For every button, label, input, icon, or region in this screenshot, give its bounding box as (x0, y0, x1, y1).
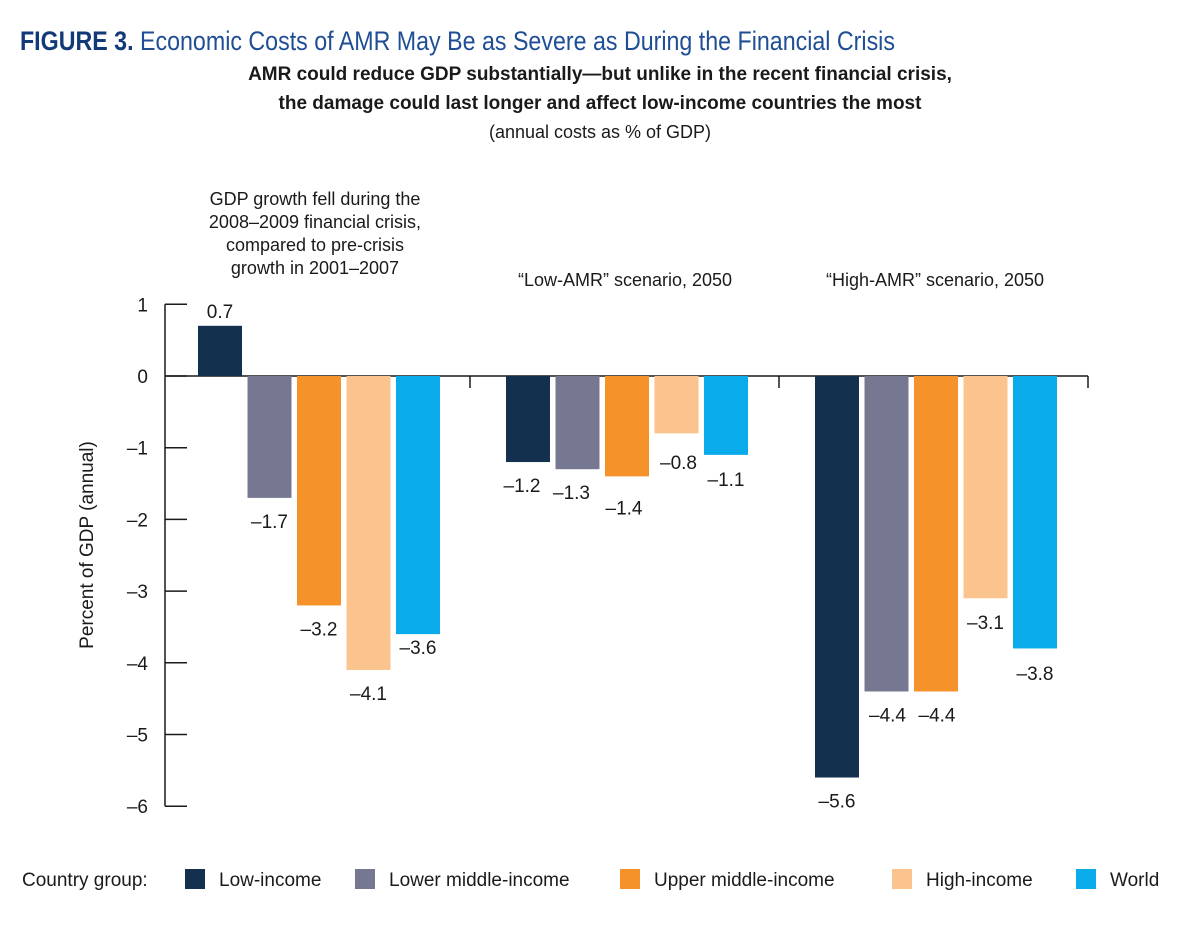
data-label: –1.1 (708, 470, 745, 491)
y-tick-label: –4 (127, 654, 149, 675)
legend-label: High-income (926, 870, 1033, 891)
panel-label-high-amr: “High-AMR” scenario, 2050 (825, 270, 1045, 290)
bar (963, 376, 1008, 599)
data-label: –3.8 (1017, 664, 1054, 685)
legend-item-world: World (1076, 868, 1159, 894)
bar (605, 376, 649, 477)
legend-label: World (1110, 870, 1160, 891)
y-tick-label: 0 (137, 367, 148, 388)
bar (396, 376, 440, 635)
legend-item-lower-middle-income: Lower middle-income (355, 868, 570, 894)
panel-label-crisis-line: growth in 2001–2007 (230, 258, 400, 278)
bar (198, 325, 242, 376)
bar (555, 376, 600, 470)
bar (1013, 376, 1057, 649)
legend-item-low-income: Low-income (185, 868, 321, 894)
subtitle-line-1: AMR could reduce GDP substantially—but u… (248, 64, 952, 85)
figure-title: FIGURE 3. Economic Costs of AMR May Be a… (20, 26, 895, 57)
legend-swatch (355, 869, 375, 889)
data-label: –5.6 (819, 792, 856, 813)
y-tick-label: –5 (127, 726, 148, 747)
legend-swatch (185, 869, 205, 889)
y-tick-label: 1 (137, 295, 148, 316)
y-tick-label: –3 (127, 582, 148, 603)
data-label: –1.2 (504, 476, 541, 497)
bar (506, 376, 550, 463)
bar (247, 376, 292, 498)
legend-label: Lower middle-income (389, 870, 570, 891)
data-label: –1.3 (553, 483, 590, 504)
data-label: –4.4 (919, 705, 956, 726)
figure-label: FIGURE 3. (20, 26, 134, 56)
panel-label-crisis-line: GDP growth fell during the (209, 189, 421, 209)
bar (914, 376, 958, 692)
bar (815, 376, 859, 778)
data-label: –1.7 (251, 512, 288, 533)
bar (864, 376, 909, 692)
bar (346, 376, 391, 670)
panel-label-crisis-line: 2008–2009 financial crisis, (208, 212, 422, 232)
data-label: 0.7 (207, 302, 233, 323)
data-label: –0.8 (660, 453, 697, 474)
data-label: –3.1 (967, 613, 1004, 634)
y-tick-label: –1 (127, 439, 148, 460)
data-label: –3.6 (400, 638, 437, 659)
legend-item-high-income: High-income (892, 868, 1033, 894)
panel-label-low-amr: “Low-AMR” scenario, 2050 (517, 270, 733, 290)
y-tick-label: –2 (127, 510, 148, 531)
data-label: –4.4 (869, 705, 906, 726)
units-note: (annual costs as % of GDP) (488, 122, 712, 142)
bar (654, 376, 699, 434)
legend-title: Country group: (22, 870, 148, 891)
subtitle-line-2: the damage could last longer and affect … (278, 93, 922, 114)
legend-swatch (892, 869, 912, 889)
panel-label-crisis: GDP growth fell during the 2008–2009 fin… (170, 188, 460, 280)
data-label: –3.2 (301, 619, 338, 640)
y-tick-label: –6 (127, 797, 148, 818)
panel-label-crisis-line: compared to pre-crisis (225, 235, 405, 255)
legend-label: Low-income (219, 870, 322, 891)
figure-title-text: Economic Costs of AMR May Be as Severe a… (140, 26, 895, 56)
legend-swatch (620, 869, 640, 889)
bar (297, 376, 341, 606)
data-label: –4.1 (350, 684, 387, 705)
bar (704, 376, 748, 455)
legend-label: Upper middle-income (654, 870, 835, 891)
data-label: –1.4 (606, 498, 643, 519)
legend-swatch (1076, 869, 1096, 889)
legend-item-upper-middle-income: Upper middle-income (620, 868, 835, 894)
